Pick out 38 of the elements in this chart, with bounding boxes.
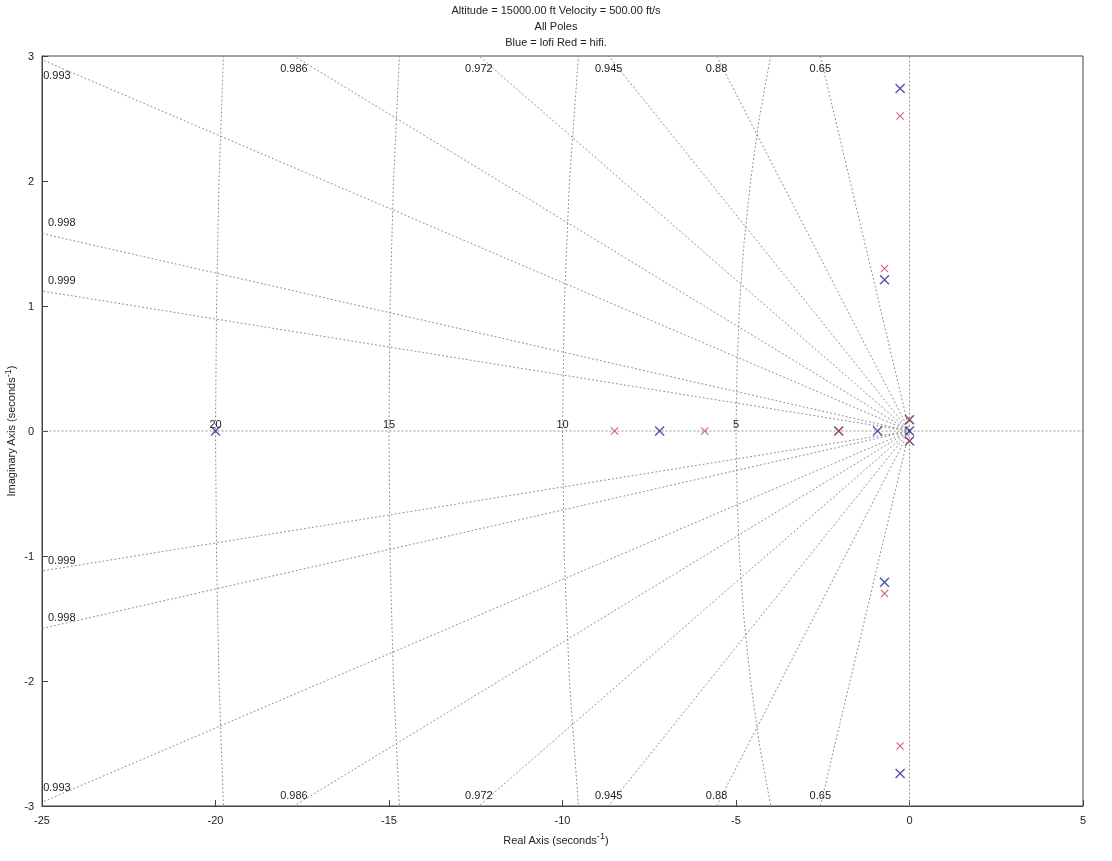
annotation: 0.999: [48, 553, 76, 566]
annotation: 0.65: [809, 61, 832, 74]
annotation: 20: [209, 417, 222, 430]
chart-subtitle: All Poles: [533, 19, 579, 34]
annotation: 0.945: [594, 788, 623, 801]
annotation: 0.998: [48, 611, 76, 623]
x-tick-label: -10: [554, 813, 571, 826]
y-tick-label: -1: [24, 550, 34, 562]
annotation: 0.993: [43, 68, 71, 81]
annotation: 0.945: [594, 61, 623, 74]
annotation: 0.88: [705, 788, 728, 801]
x-axis-title: Real Axis (seconds$^{-1}$): [502, 831, 610, 846]
y-tick-label: 2: [27, 175, 34, 187]
x-tick-label: -20: [207, 813, 224, 826]
annotation: 15: [382, 417, 396, 430]
annotation: 0.972: [465, 61, 493, 74]
annotation: 0.986: [280, 788, 308, 801]
text: Blue = lofi Red = hifi.: [504, 35, 608, 50]
annotation: 0.998: [48, 216, 76, 228]
y-tick-label: 0: [27, 425, 34, 437]
chart-title: Altitude = 15000.00 ft Velocity = 500.00 ft/s: [450, 3, 662, 18]
x-tick-label: -15: [381, 813, 397, 826]
x-tick-label: 0: [906, 813, 913, 826]
annotation: 0.986: [280, 61, 308, 74]
y-tick-label: 1: [27, 300, 34, 312]
annotation: 0.65: [809, 788, 832, 801]
annotation: 0.993: [43, 781, 71, 794]
y-tick-label: -3: [24, 800, 34, 812]
annotation: 0.972: [465, 788, 493, 801]
annotation: 10: [556, 417, 569, 430]
y-tick-label: 3: [27, 50, 34, 62]
annotation: 5: [732, 417, 740, 430]
x-tick-label: 5: [1079, 813, 1087, 826]
y-tick-label: -2: [24, 675, 34, 687]
x-tick-label: -25: [34, 813, 50, 826]
annotation: 0.999: [48, 273, 76, 286]
x-tick-label: -5: [731, 813, 741, 826]
annotation: 0.88: [705, 61, 728, 74]
